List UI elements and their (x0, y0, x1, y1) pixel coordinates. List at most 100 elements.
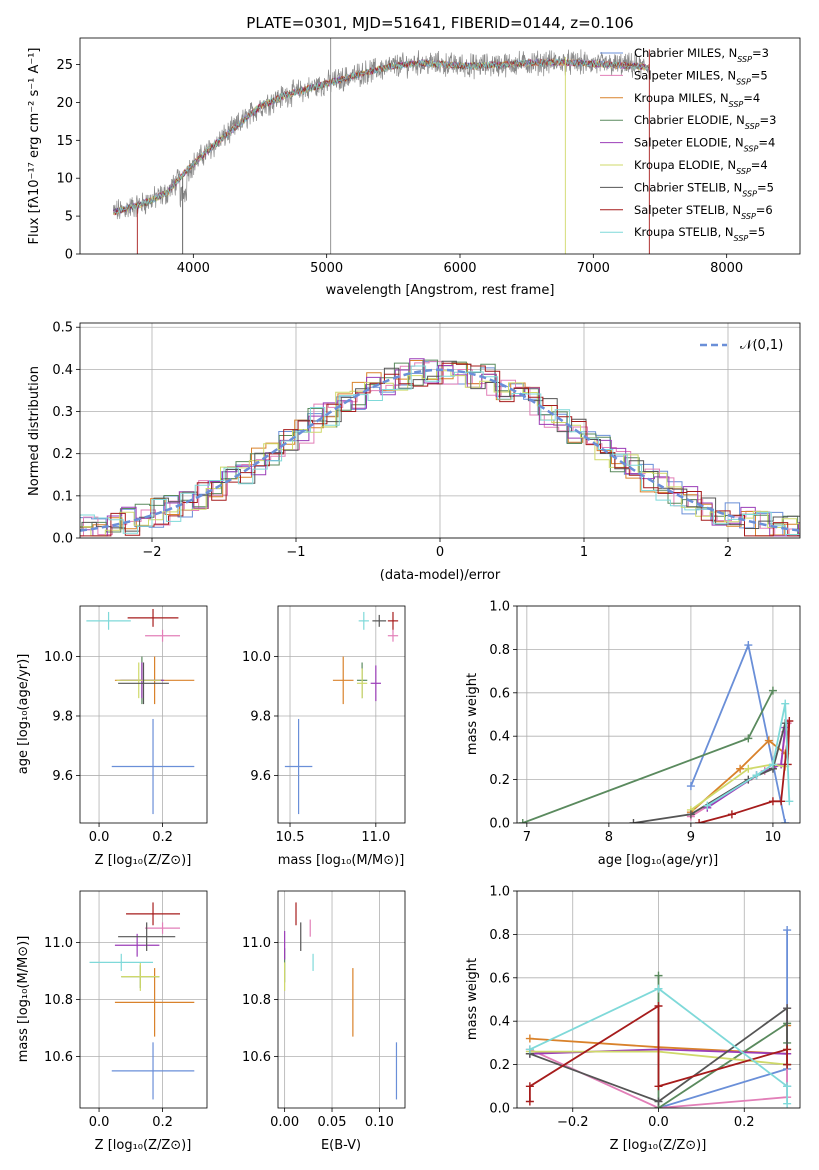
x-axis-label: Z [log₁₀(Z/Z⊙)] (610, 1138, 707, 1153)
weight-marker-kroupa_stelib (785, 797, 794, 806)
observed-spectrum-line (112, 49, 650, 220)
x-tick-label: 9 (687, 830, 695, 845)
normal-curve (80, 368, 800, 532)
legend-label-normal: 𝒩(0,1) (740, 338, 783, 353)
age_vs_mass-frame (277, 605, 406, 824)
weight-marker-chabrier_stelib (654, 1097, 663, 1106)
histogram-chabrier_miles (80, 361, 800, 537)
x-tick-label: 7000 (577, 261, 610, 276)
x-tick-label: 0.2 (152, 830, 173, 845)
legend-subscript: SSP (736, 167, 751, 176)
y-tick-label: 0.5 (52, 321, 73, 336)
y-axis-label: Normed distribution (27, 366, 42, 496)
weight-marker-chabrier_miles (744, 641, 753, 650)
weight-marker-chabrier_stelib (783, 1004, 792, 1013)
x-tick-label: 0.10 (365, 1115, 394, 1130)
model-spectrum-kroupa_elodie (113, 58, 650, 215)
weight-marker-chabrier_elodie (744, 734, 753, 743)
y-tick-label: 0.6 (489, 686, 510, 701)
weight-marker-chabrier_stelib (629, 819, 638, 823)
weight-line-chabrier_elodie (522, 690, 774, 823)
y-tick-label: 0.0 (489, 1102, 510, 1117)
spectrum-frame (79, 37, 801, 255)
y-tick-label: 10.8 (44, 993, 73, 1008)
y-tick-label: 25 (56, 58, 73, 73)
y-tick-label: 0 (65, 248, 73, 263)
legend-subscript: SSP (734, 234, 749, 243)
weight-marker-salpeter_stelib (783, 1060, 792, 1069)
weight-marker-kroupa_elodie (744, 764, 753, 773)
legend-label-chabrier_miles: Chabrier MILES, NSSP=3 (634, 46, 769, 64)
y-tick-label: 10 (56, 172, 73, 187)
model-spectrum-salpeter_elodie (113, 58, 650, 215)
x-tick-label: 0.2 (152, 1115, 173, 1130)
model-spectrum-chabrier_elodie (113, 58, 650, 215)
weight-marker-chabrier_miles (783, 926, 792, 935)
legend-subscript: SSP (745, 122, 760, 131)
y-tick-label: 15 (56, 134, 73, 149)
legend-label-kroupa_elodie: Kroupa ELODIE, NSSP=4 (634, 158, 768, 176)
mass_vs_ebv-axes (278, 891, 405, 1108)
residuals-frame (79, 322, 801, 539)
x-tick-label: 2 (724, 545, 732, 560)
x-axis-label: Z [log₁₀(Z/Z⊙)] (95, 1138, 192, 1153)
x-tick-label: 6000 (443, 261, 476, 276)
weight-line-chabrier_miles (690, 642, 787, 823)
age_vs_Z-frame (79, 605, 208, 824)
weight_vs_age-plot-area (518, 641, 794, 823)
age_vs_mass-axes (278, 606, 405, 823)
y-tick-label: 0.2 (52, 447, 73, 462)
model-spectrum-kroupa_miles (113, 58, 650, 215)
y-tick-label: 0.8 (489, 928, 510, 943)
x-axis-label: age [log₁₀(age/yr)] (598, 853, 719, 868)
weight-marker-kroupa_stelib (752, 771, 761, 780)
y-tick-label: 11.0 (242, 936, 271, 951)
histogram-kroupa_elodie (80, 370, 800, 537)
mass_vs_ebv-frame (277, 890, 406, 1109)
x-tick-label: 5000 (310, 261, 343, 276)
age_vs_mass-plot-area (284, 611, 399, 815)
weight_vs_Z-frame (516, 890, 801, 1109)
weight_vs_age-axes (517, 605, 800, 824)
age_vs_Z-plot-area (86, 608, 195, 815)
weight-marker-salpeter_stelib (695, 819, 704, 823)
y-tick-label: 11.0 (44, 936, 73, 951)
x-tick-label: 11.0 (361, 830, 390, 845)
weight-marker-chabrier_miles (781, 819, 790, 823)
weight-marker-salpeter_stelib (783, 1045, 792, 1054)
weight-marker-salpeter_stelib (654, 1002, 663, 1011)
y-tick-label: 10.0 (242, 650, 271, 665)
y-tick-label: 20 (56, 96, 73, 111)
x-tick-label: −2 (142, 545, 161, 560)
weight-line-kroupa_stelib (529, 987, 788, 1104)
y-tick-label: 10.8 (242, 993, 271, 1008)
y-tick-label: 10.6 (242, 1050, 271, 1065)
y-tick-label: 9.8 (250, 709, 271, 724)
y-tick-label: 9.6 (52, 769, 73, 784)
chart-title: PLATE=0301, MJD=51641, FIBERID=0144, z=0… (246, 14, 633, 32)
model-spectrum-kroupa_stelib (113, 58, 650, 214)
histogram-kroupa_stelib (80, 365, 800, 535)
y-tick-label: 0.8 (489, 643, 510, 658)
legend-label-kroupa_stelib: Kroupa STELIB, NSSP=5 (634, 225, 765, 243)
weight-marker-kroupa_stelib (783, 1099, 792, 1108)
y-tick-label: 0.3 (52, 405, 73, 420)
x-axis-label: (data-model)/error (380, 568, 501, 583)
weight_vs_age-frame (516, 605, 801, 824)
y-axis-label: mass [log₁₀(M/M⊙)] (16, 936, 31, 1063)
y-tick-label: 1.0 (489, 600, 510, 615)
x-tick-label: 10 (765, 830, 782, 845)
weight-marker-chabrier_elodie (654, 971, 663, 980)
y-axis-label: Flux [fλ10⁻¹⁷ erg cm⁻² s⁻¹ A⁻¹] (27, 48, 42, 245)
legend-label-salpeter_elodie: Salpeter ELODIE, NSSP=4 (634, 136, 775, 154)
weight-marker-chabrier_miles (686, 782, 695, 791)
weight-marker-chabrier_stelib (686, 810, 695, 819)
weight-line-kroupa_elodie (690, 763, 786, 811)
model-spectrum-salpeter_miles (113, 58, 650, 216)
weight-line-chabrier_stelib (529, 1006, 788, 1103)
model-spectrum-salpeter_stelib (113, 58, 650, 216)
y-tick-label: 10.6 (44, 1050, 73, 1065)
histogram-salpeter_elodie (80, 358, 800, 537)
y-tick-label: 9.6 (250, 769, 271, 784)
